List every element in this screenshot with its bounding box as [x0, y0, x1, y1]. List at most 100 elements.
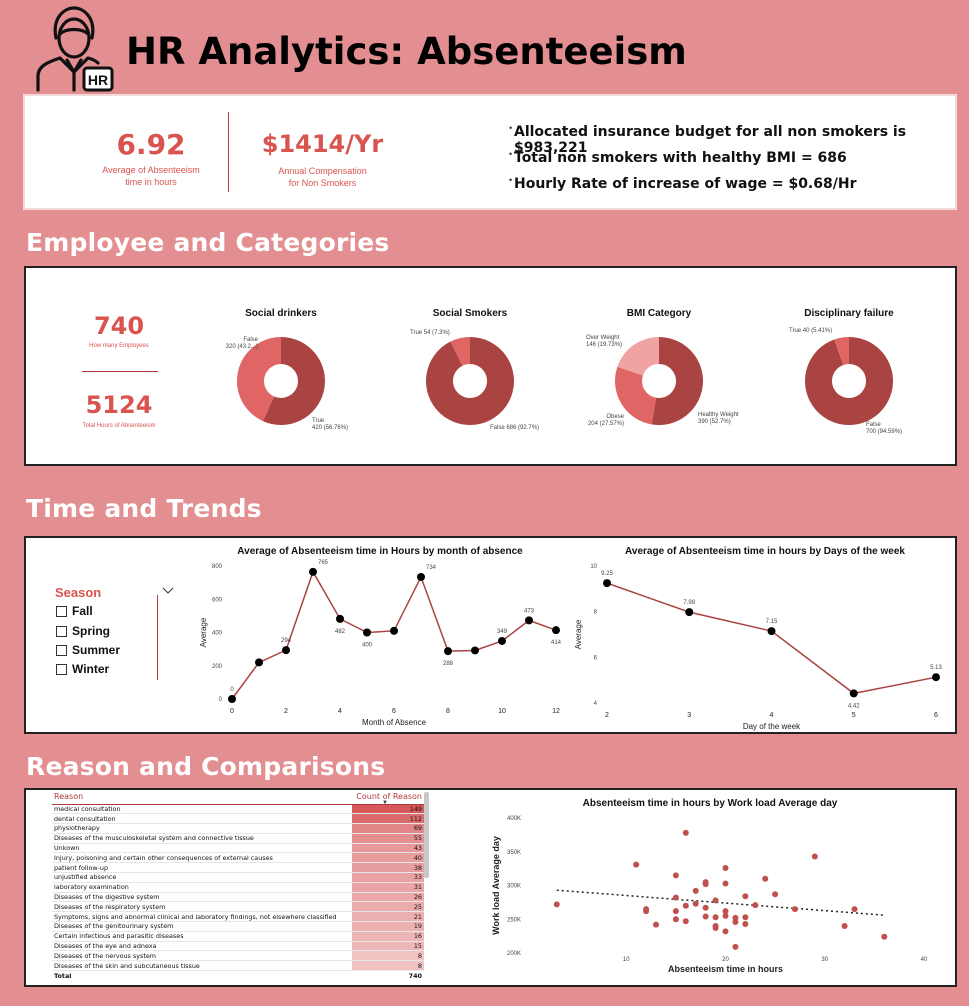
- table-total-row: Total 740: [52, 970, 424, 982]
- month-chart-point[interactable]: [471, 646, 479, 655]
- month-chart-data-label: 400: [362, 643, 373, 649]
- scatter-point[interactable]: [682, 902, 689, 909]
- table-row[interactable]: laboratory examination 31: [52, 882, 424, 893]
- table-row[interactable]: dental consultation 112: [52, 813, 424, 825]
- scatter-point[interactable]: [742, 893, 749, 900]
- table-row[interactable]: Diseases of the genitourinary system 19: [52, 921, 424, 932]
- donut-slice-healthy-weight[interactable]: [651, 337, 704, 425]
- table-row[interactable]: Diseases of the eye and adnexa 15: [52, 941, 424, 952]
- scatter-point[interactable]: [643, 908, 650, 915]
- scatter-point[interactable]: [742, 920, 749, 927]
- count-cell: 43: [352, 843, 424, 854]
- scatter-point[interactable]: [702, 881, 709, 888]
- checkbox[interactable]: [56, 605, 67, 617]
- donut-slice-true[interactable]: [450, 337, 470, 366]
- table-row[interactable]: Certain infectious and parasitic disease…: [52, 931, 424, 942]
- table-row[interactable]: physiotherapy 69: [52, 823, 424, 834]
- scatter-point[interactable]: [672, 894, 679, 901]
- checkbox[interactable]: [56, 663, 67, 675]
- scatter-point[interactable]: [881, 933, 888, 940]
- checkbox[interactable]: [56, 644, 67, 656]
- season-option-winter[interactable]: Winter: [56, 662, 109, 676]
- month-chart-point[interactable]: [282, 646, 290, 655]
- month-chart-point[interactable]: [336, 614, 344, 623]
- scatter-point[interactable]: [722, 908, 729, 915]
- donut-slice-true[interactable]: [834, 337, 849, 365]
- chevron-down-icon[interactable]: [162, 582, 174, 594]
- scatter-point[interactable]: [791, 906, 798, 913]
- month-chart-point[interactable]: [309, 567, 317, 576]
- month-chart-point[interactable]: [552, 626, 560, 635]
- month-chart-point[interactable]: [444, 647, 452, 656]
- scatter-point[interactable]: [772, 891, 779, 898]
- scatter-point[interactable]: [692, 887, 699, 894]
- weekday-chart-data-label: 7.98: [683, 600, 695, 606]
- table-scrollbar[interactable]: [424, 792, 429, 878]
- donut-label-drinkers-false: False 320 (43.2...): [225, 337, 258, 350]
- weekday-chart-point[interactable]: [849, 689, 858, 698]
- scatter-point[interactable]: [851, 906, 858, 913]
- month-chart-point[interactable]: [525, 616, 533, 625]
- month-chart-point[interactable]: [390, 626, 398, 635]
- scatter-point[interactable]: [722, 864, 729, 871]
- scatter-point[interactable]: [712, 914, 719, 921]
- table-row[interactable]: unjustified absence 33: [52, 872, 424, 883]
- donut-slice-over-weight[interactable]: [617, 337, 659, 376]
- scatter-point[interactable]: [672, 872, 679, 879]
- scatter-point[interactable]: [722, 912, 729, 919]
- scatter-point[interactable]: [732, 918, 739, 925]
- insight-bullet: •: [509, 123, 513, 133]
- donut-slice-true[interactable]: [262, 337, 325, 426]
- scatter-point[interactable]: [841, 923, 848, 929]
- scatter-point[interactable]: [742, 914, 749, 921]
- scatter-point[interactable]: [752, 902, 759, 909]
- scatter-point[interactable]: [712, 897, 719, 904]
- donut-slice-obese[interactable]: [615, 366, 657, 425]
- count-column-header[interactable]: Count of Reason: [352, 790, 424, 805]
- donut-slice-false[interactable]: [426, 337, 514, 425]
- scatter-point[interactable]: [682, 829, 689, 836]
- table-row[interactable]: Unkown 43: [52, 843, 424, 854]
- month-chart-point[interactable]: [363, 628, 371, 637]
- donut-slice-false[interactable]: [804, 337, 893, 425]
- scatter-point[interactable]: [811, 853, 818, 860]
- table-row[interactable]: Injury, poisoning and certain other cons…: [52, 852, 424, 864]
- weekday-chart-point[interactable]: [767, 627, 776, 636]
- table-row[interactable]: Diseases of the musculoskeletal system a…: [52, 833, 424, 844]
- scatter-point[interactable]: [722, 928, 729, 935]
- month-chart-point[interactable]: [255, 658, 263, 667]
- table-row[interactable]: Diseases of the respiratory system 25: [52, 901, 424, 913]
- scatter-point[interactable]: [672, 916, 679, 923]
- checkbox[interactable]: [56, 625, 67, 637]
- scatter-point[interactable]: [682, 918, 689, 925]
- table-row[interactable]: Diseases of the nervous system 8: [52, 950, 424, 962]
- weekday-chart-point[interactable]: [603, 579, 611, 588]
- scatter-point[interactable]: [672, 908, 679, 915]
- donut-slice-false[interactable]: [236, 337, 281, 422]
- scatter-point[interactable]: [633, 861, 640, 868]
- reason-column-header[interactable]: Reason: [52, 790, 352, 805]
- scatter-point[interactable]: [692, 900, 699, 907]
- weekday-chart-data-label: 9.25: [601, 571, 613, 577]
- avg-absenteeism-label-line2: time in hours: [125, 177, 177, 187]
- scatter-point[interactable]: [762, 875, 769, 882]
- scatter-point[interactable]: [553, 901, 560, 908]
- table-row[interactable]: Diseases of the digestive system 26: [52, 892, 424, 903]
- month-chart-point[interactable]: [228, 695, 236, 703]
- weekday-chart-point[interactable]: [685, 608, 694, 617]
- season-option-summer[interactable]: Summer: [56, 643, 120, 657]
- weekday-chart-point[interactable]: [932, 673, 940, 682]
- table-row[interactable]: patient follow-up 38: [52, 862, 424, 874]
- scatter-point[interactable]: [712, 925, 719, 932]
- month-chart-point[interactable]: [498, 636, 506, 645]
- scatter-point[interactable]: [732, 943, 739, 950]
- scatter-point[interactable]: [722, 880, 729, 887]
- scatter-point[interactable]: [653, 921, 660, 928]
- table-row[interactable]: medical consultation 149: [52, 804, 424, 815]
- scatter-point[interactable]: [702, 913, 709, 920]
- table-row[interactable]: Symptoms, signs and abnormal clinical an…: [52, 911, 424, 923]
- season-option-spring[interactable]: Spring: [56, 624, 110, 638]
- season-option-fall[interactable]: Fall: [56, 604, 93, 618]
- scatter-point[interactable]: [702, 904, 709, 911]
- month-chart-point[interactable]: [417, 572, 425, 581]
